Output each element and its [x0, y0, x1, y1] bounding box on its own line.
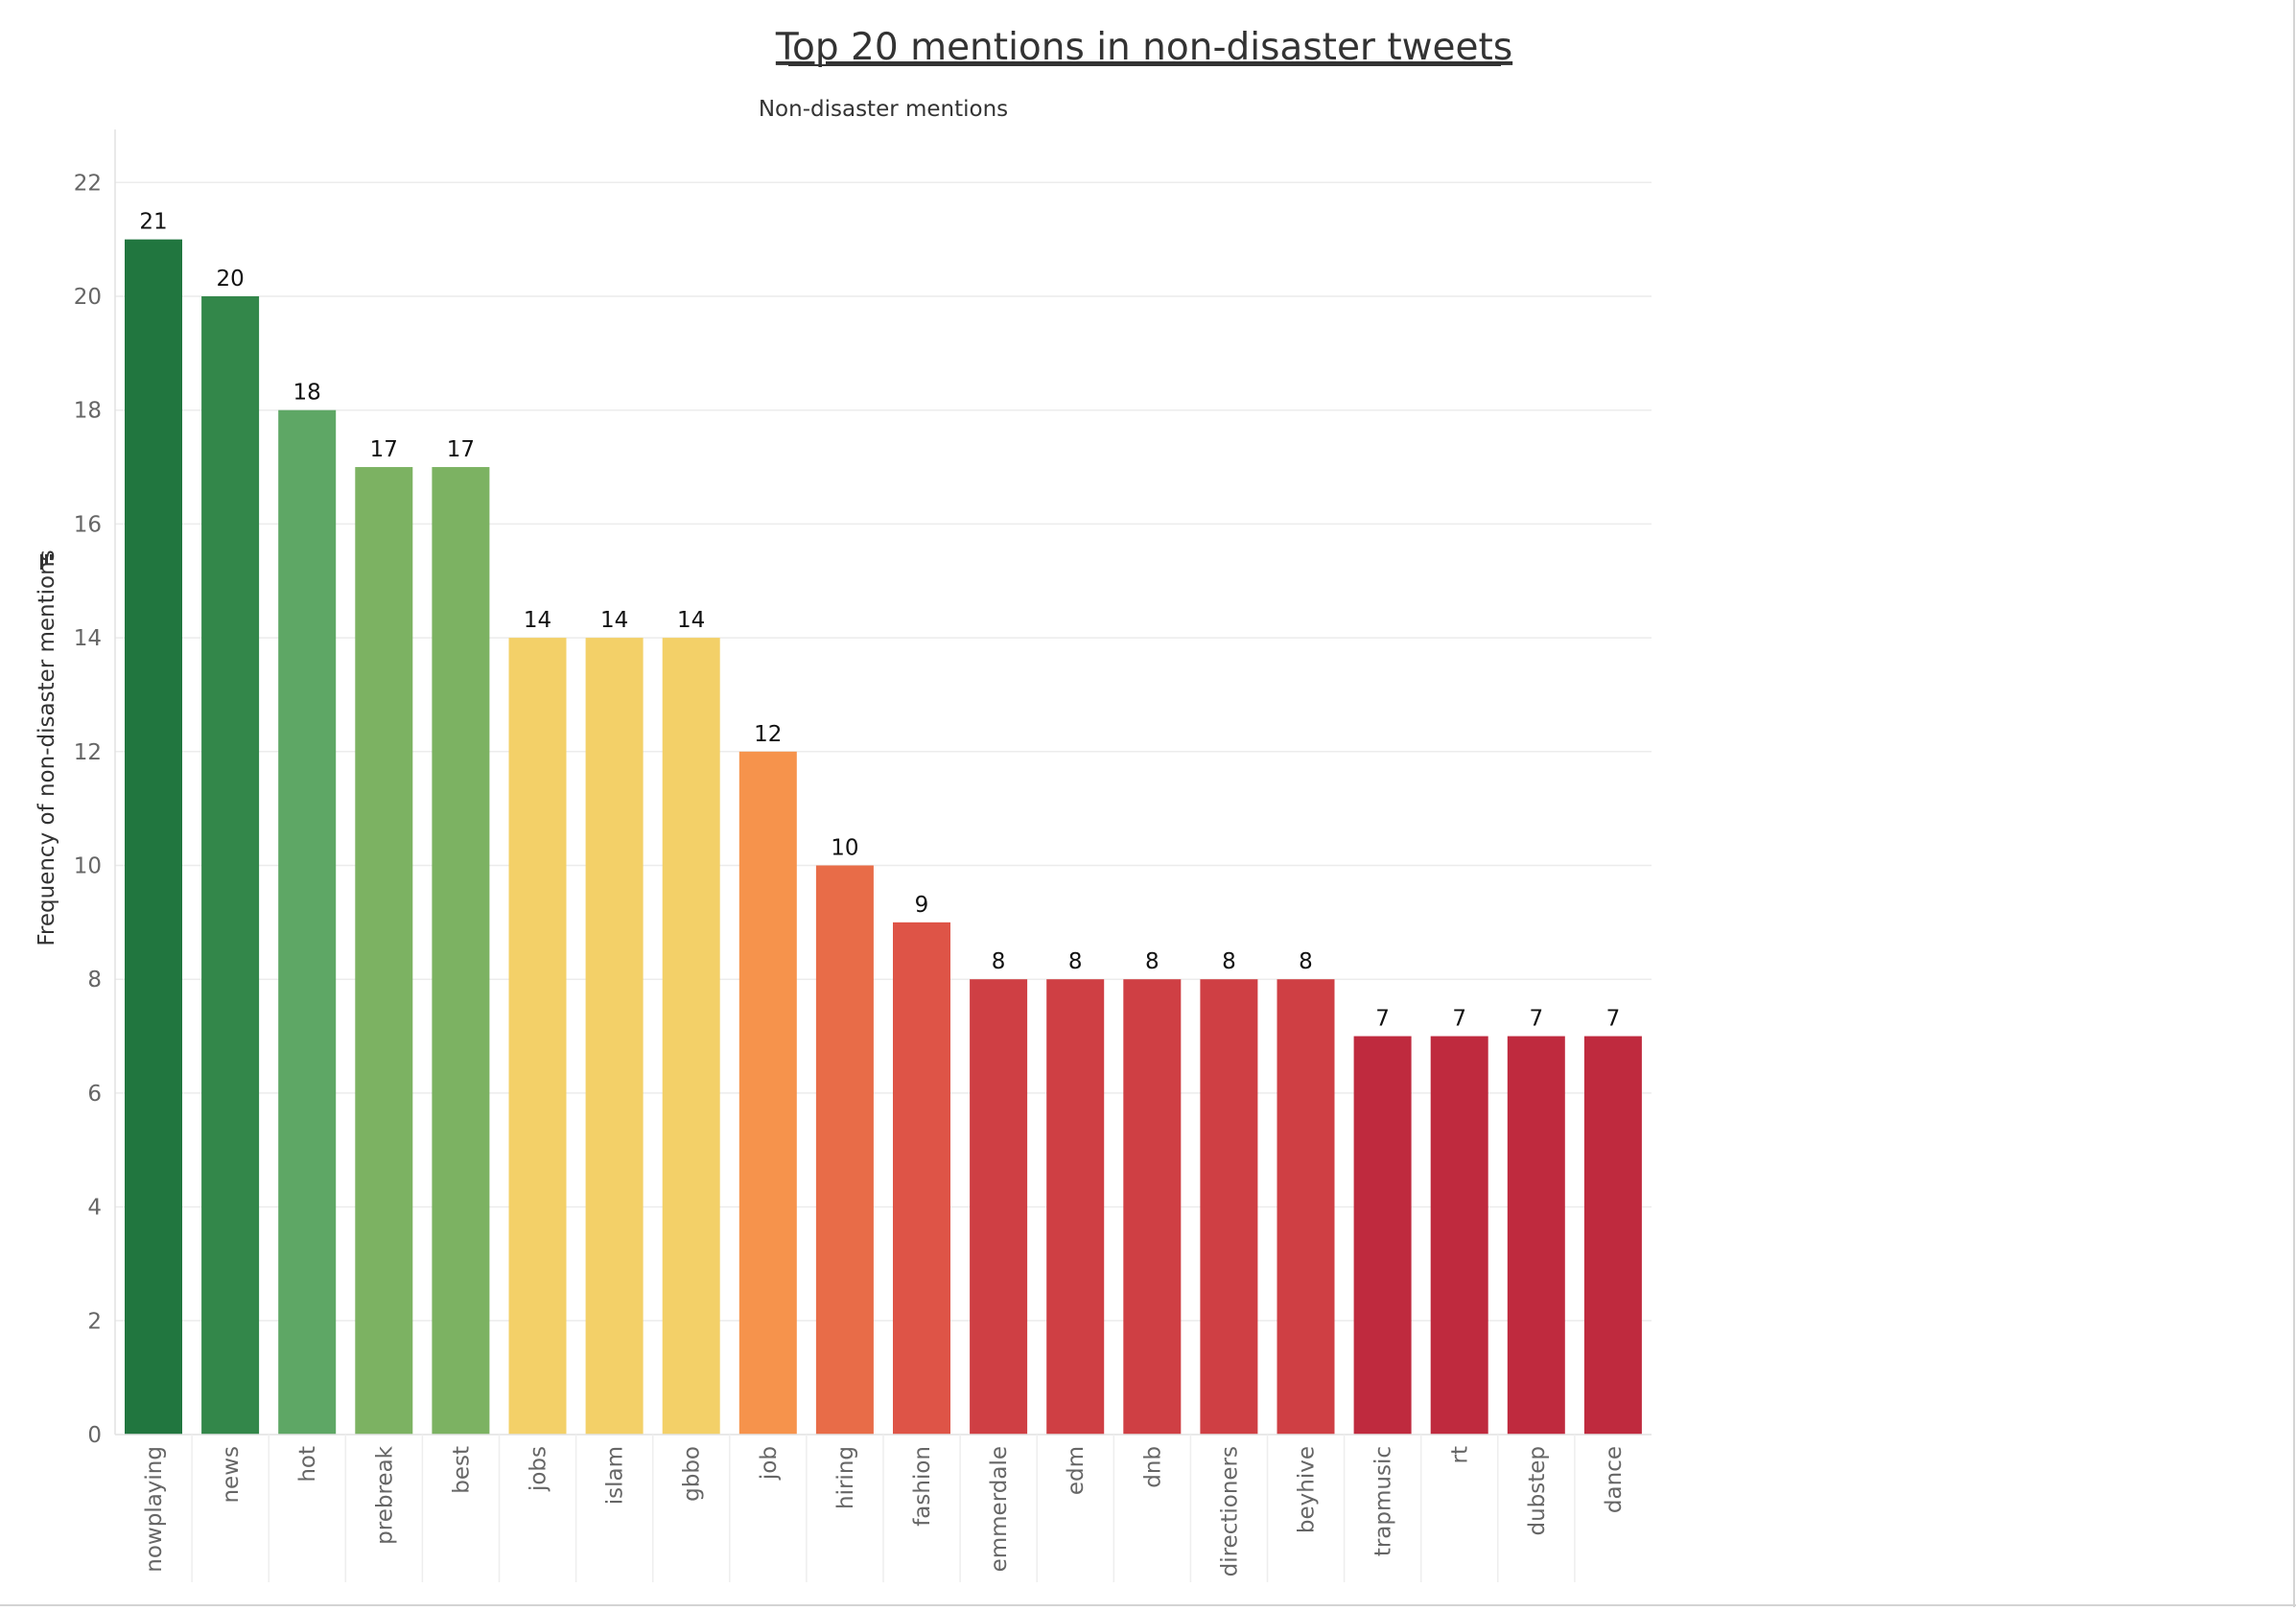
y-tick-label: 22 [74, 171, 102, 196]
x-tick-label: trapmusic [1371, 1446, 1396, 1556]
data-label: 17 [447, 437, 475, 462]
bar[interactable] [201, 296, 260, 1435]
bar[interactable] [1430, 1036, 1488, 1435]
x-tick-label: edm [1064, 1446, 1089, 1495]
window-border-right [2293, 0, 2295, 1607]
y-tick-label: 10 [74, 854, 102, 879]
bar[interactable] [1353, 1036, 1412, 1435]
x-tick-label: dance [1602, 1446, 1627, 1513]
x-tick-label: hiring [833, 1446, 858, 1509]
bars [125, 239, 1642, 1436]
bar[interactable] [508, 638, 567, 1435]
bar[interactable] [738, 751, 797, 1435]
bar[interactable] [815, 865, 874, 1436]
y-tick-label: 0 [87, 1423, 102, 1448]
y-tick-label: 6 [87, 1082, 102, 1107]
x-tick-label: directioners [1217, 1446, 1242, 1576]
bar[interactable] [278, 409, 337, 1436]
data-label: 8 [1299, 949, 1313, 974]
data-label: 8 [992, 949, 1006, 974]
bar[interactable] [1583, 1036, 1642, 1435]
x-tick-label: nowplaying [142, 1446, 167, 1573]
y-tick-label: 4 [87, 1196, 102, 1221]
y-axis: 0 2 4 6 8 10 12 14 16 18 20 22 [74, 129, 116, 1448]
y-tick-label: 20 [74, 285, 102, 310]
y-tick-label: 16 [74, 512, 102, 537]
data-label: 7 [1606, 1007, 1621, 1032]
bar[interactable] [893, 922, 950, 1435]
x-tick-label: beyhive [1295, 1446, 1320, 1533]
data-label: 21 [139, 210, 167, 235]
x-tick-label: dnb [1140, 1446, 1165, 1488]
data-labels: 21 20 18 17 17 14 14 14 12 10 9 8 8 8 8 8 7 7 7 7 [139, 210, 1620, 1032]
data-label: 17 [370, 437, 398, 462]
x-tick-label: best [449, 1446, 474, 1494]
y-tick-label: 18 [74, 399, 102, 424]
x-tick-label: prebreak [372, 1445, 397, 1544]
sort-icon[interactable] [40, 554, 53, 570]
data-label: 8 [1068, 949, 1083, 974]
data-label: 14 [600, 608, 628, 633]
data-label: 18 [293, 381, 321, 406]
bar[interactable] [1200, 979, 1258, 1435]
data-label: 7 [1452, 1007, 1466, 1032]
x-tick-label: gbbo [680, 1446, 705, 1502]
data-label: 10 [831, 836, 858, 861]
bar[interactable] [970, 979, 1028, 1435]
y-tick-label: 12 [74, 740, 102, 765]
x-tick-label: dubstep [1525, 1446, 1550, 1536]
x-tick-label: news [219, 1446, 244, 1504]
gridlines [115, 181, 1652, 1322]
bar[interactable] [1277, 979, 1335, 1435]
bar[interactable] [125, 239, 182, 1435]
chart-title: Top 20 mentions in non-disaster tweets [775, 26, 1512, 69]
data-label: 14 [524, 608, 551, 633]
data-label: 8 [1145, 949, 1160, 974]
data-label: 7 [1375, 1007, 1390, 1032]
x-tick-label: islam [603, 1446, 628, 1505]
y-tick-label: 2 [87, 1309, 102, 1334]
bar[interactable] [432, 467, 490, 1435]
y-tick-label: 8 [87, 968, 102, 992]
bar[interactable] [662, 638, 720, 1435]
bar[interactable] [355, 467, 413, 1435]
x-tick-label: fashion [910, 1446, 935, 1527]
x-tick-label: job [757, 1446, 782, 1481]
data-label: 14 [677, 608, 705, 633]
x-tick-label: hot [295, 1446, 320, 1483]
bar[interactable] [1507, 1036, 1565, 1435]
x-tick-label: jobs [527, 1446, 551, 1492]
data-label: 9 [915, 893, 929, 918]
y-axis-label: Frequency of non-disaster mentions [35, 549, 59, 946]
window-border-bottom [0, 1604, 2296, 1606]
x-axis: nowplaying news hot prebreak best jobs islam gb… [115, 1434, 1652, 1582]
bar[interactable] [1046, 979, 1105, 1435]
y-tick-label: 14 [74, 626, 102, 651]
data-label: 12 [754, 722, 782, 747]
bar[interactable] [1123, 979, 1182, 1435]
data-label: 7 [1529, 1007, 1543, 1032]
x-tick-label: rt [1448, 1446, 1473, 1463]
x-tick-label: emmerdale [987, 1446, 1012, 1572]
bar[interactable] [585, 638, 644, 1435]
data-label: 20 [216, 267, 244, 292]
data-label: 8 [1222, 949, 1236, 974]
chart-subtitle: Non-disaster mentions [759, 97, 1008, 122]
